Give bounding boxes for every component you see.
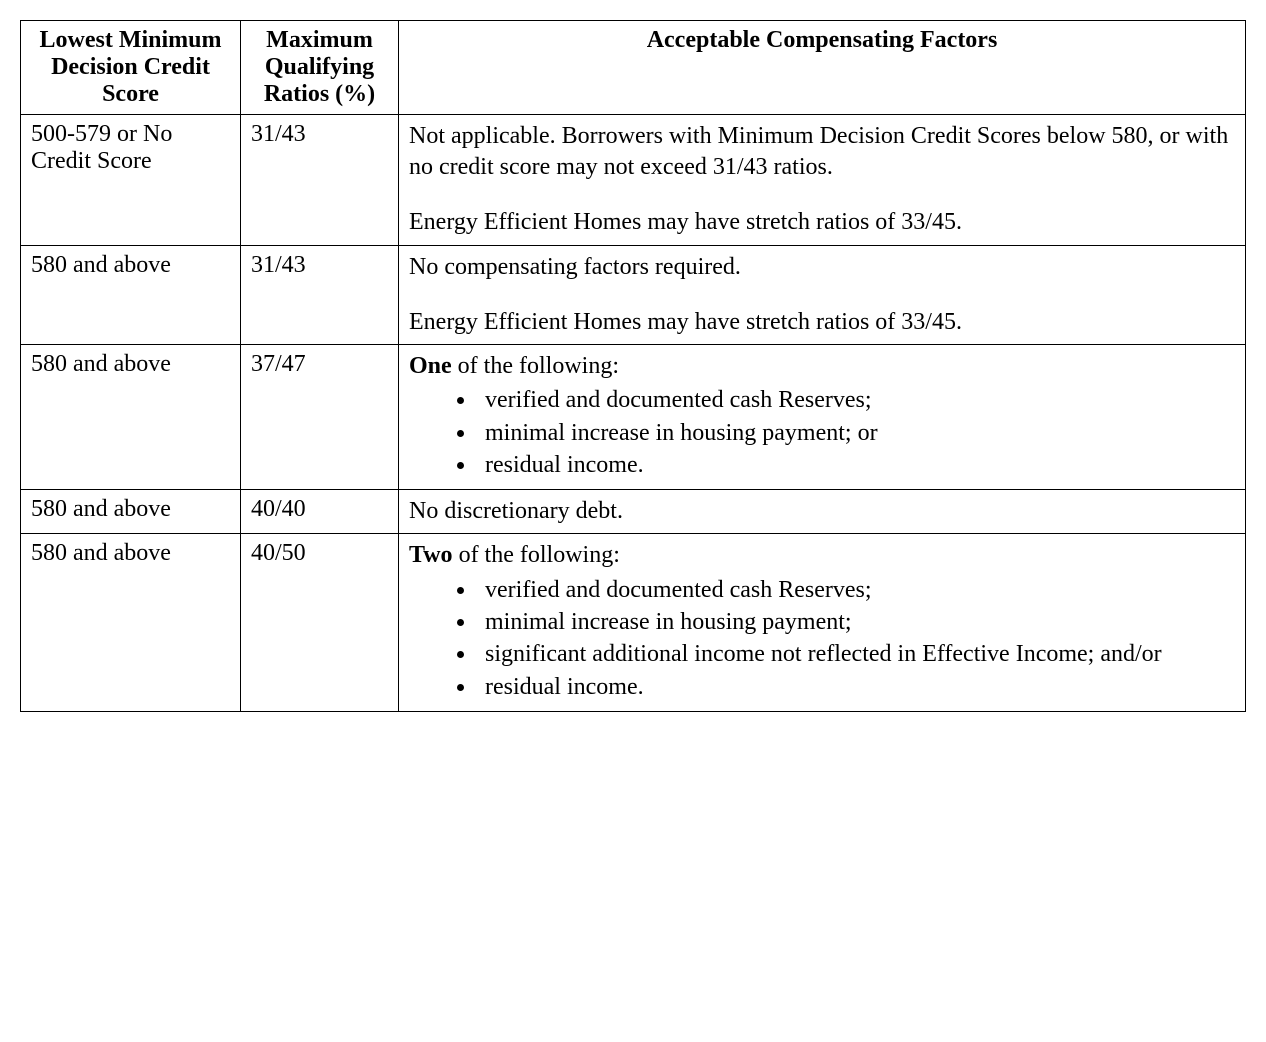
cell-credit-score: 580 and above: [21, 344, 241, 489]
table-header: Lowest Minimum Decision Credit Score Max…: [21, 21, 1246, 115]
factor-paragraph: Energy Efficient Homes may have stretch …: [409, 307, 1235, 338]
factor-lead-bold: One: [409, 353, 452, 379]
table-row: 580 and above31/43No compensating factor…: [21, 245, 1246, 344]
table-header-row: Lowest Minimum Decision Credit Score Max…: [21, 21, 1246, 115]
cell-qualifying-ratio: 40/50: [241, 534, 399, 712]
factor-bullet: residual income.: [477, 671, 1235, 703]
cell-credit-score: 500-579 or No Credit Score: [21, 115, 241, 246]
factor-paragraph: Not applicable. Borrowers with Minimum D…: [409, 121, 1235, 183]
header-compensating-factors: Acceptable Compensating Factors: [399, 21, 1246, 115]
cell-qualifying-ratio: 40/40: [241, 490, 399, 534]
factor-lead: Two of the following:: [409, 540, 1235, 571]
cell-compensating-factors: One of the following:verified and docume…: [399, 344, 1246, 489]
factor-bullet: verified and documented cash Reserves;: [477, 574, 1235, 606]
factor-bullet-list: verified and documented cash Reserves;mi…: [409, 574, 1235, 704]
compensating-factors-table: Lowest Minimum Decision Credit Score Max…: [20, 20, 1246, 712]
factor-paragraph: No compensating factors required.: [409, 252, 1235, 283]
cell-compensating-factors: Not applicable. Borrowers with Minimum D…: [399, 115, 1246, 246]
table-row: 580 and above37/47One of the following:v…: [21, 344, 1246, 489]
cell-credit-score: 580 and above: [21, 490, 241, 534]
cell-credit-score: 580 and above: [21, 534, 241, 712]
header-credit-score: Lowest Minimum Decision Credit Score: [21, 21, 241, 115]
cell-compensating-factors: No discretionary debt.: [399, 490, 1246, 534]
cell-qualifying-ratio: 37/47: [241, 344, 399, 489]
factor-lead: One of the following:: [409, 351, 1235, 382]
cell-compensating-factors: No compensating factors required. Energy …: [399, 245, 1246, 344]
factor-bullet: significant additional income not reflec…: [477, 638, 1235, 670]
factor-bullet: minimal increase in housing payment; or: [477, 417, 1235, 449]
cell-qualifying-ratio: 31/43: [241, 245, 399, 344]
cell-credit-score: 580 and above: [21, 245, 241, 344]
factor-bullet-list: verified and documented cash Reserves;mi…: [409, 384, 1235, 481]
factor-lead-bold: Two: [409, 542, 453, 568]
factor-bullet: verified and documented cash Reserves;: [477, 384, 1235, 416]
table-row: 500-579 or No Credit Score31/43Not appli…: [21, 115, 1246, 246]
factor-bullet: residual income.: [477, 449, 1235, 481]
factor-lead-rest: of the following:: [453, 542, 620, 568]
table-body: 500-579 or No Credit Score31/43Not appli…: [21, 115, 1246, 712]
cell-qualifying-ratio: 31/43: [241, 115, 399, 246]
header-qualifying-ratios: Maximum Qualifying Ratios (%): [241, 21, 399, 115]
table-row: 580 and above40/50Two of the following:v…: [21, 534, 1246, 712]
cell-compensating-factors: Two of the following:verified and docume…: [399, 534, 1246, 712]
factor-bullet: minimal increase in housing payment;: [477, 606, 1235, 638]
factor-lead-rest: of the following:: [452, 353, 619, 379]
factor-paragraph: No discretionary debt.: [409, 496, 1235, 527]
table-row: 580 and above40/40 No discretionary debt.: [21, 490, 1246, 534]
factor-paragraph: Energy Efficient Homes may have stretch …: [409, 207, 1235, 238]
